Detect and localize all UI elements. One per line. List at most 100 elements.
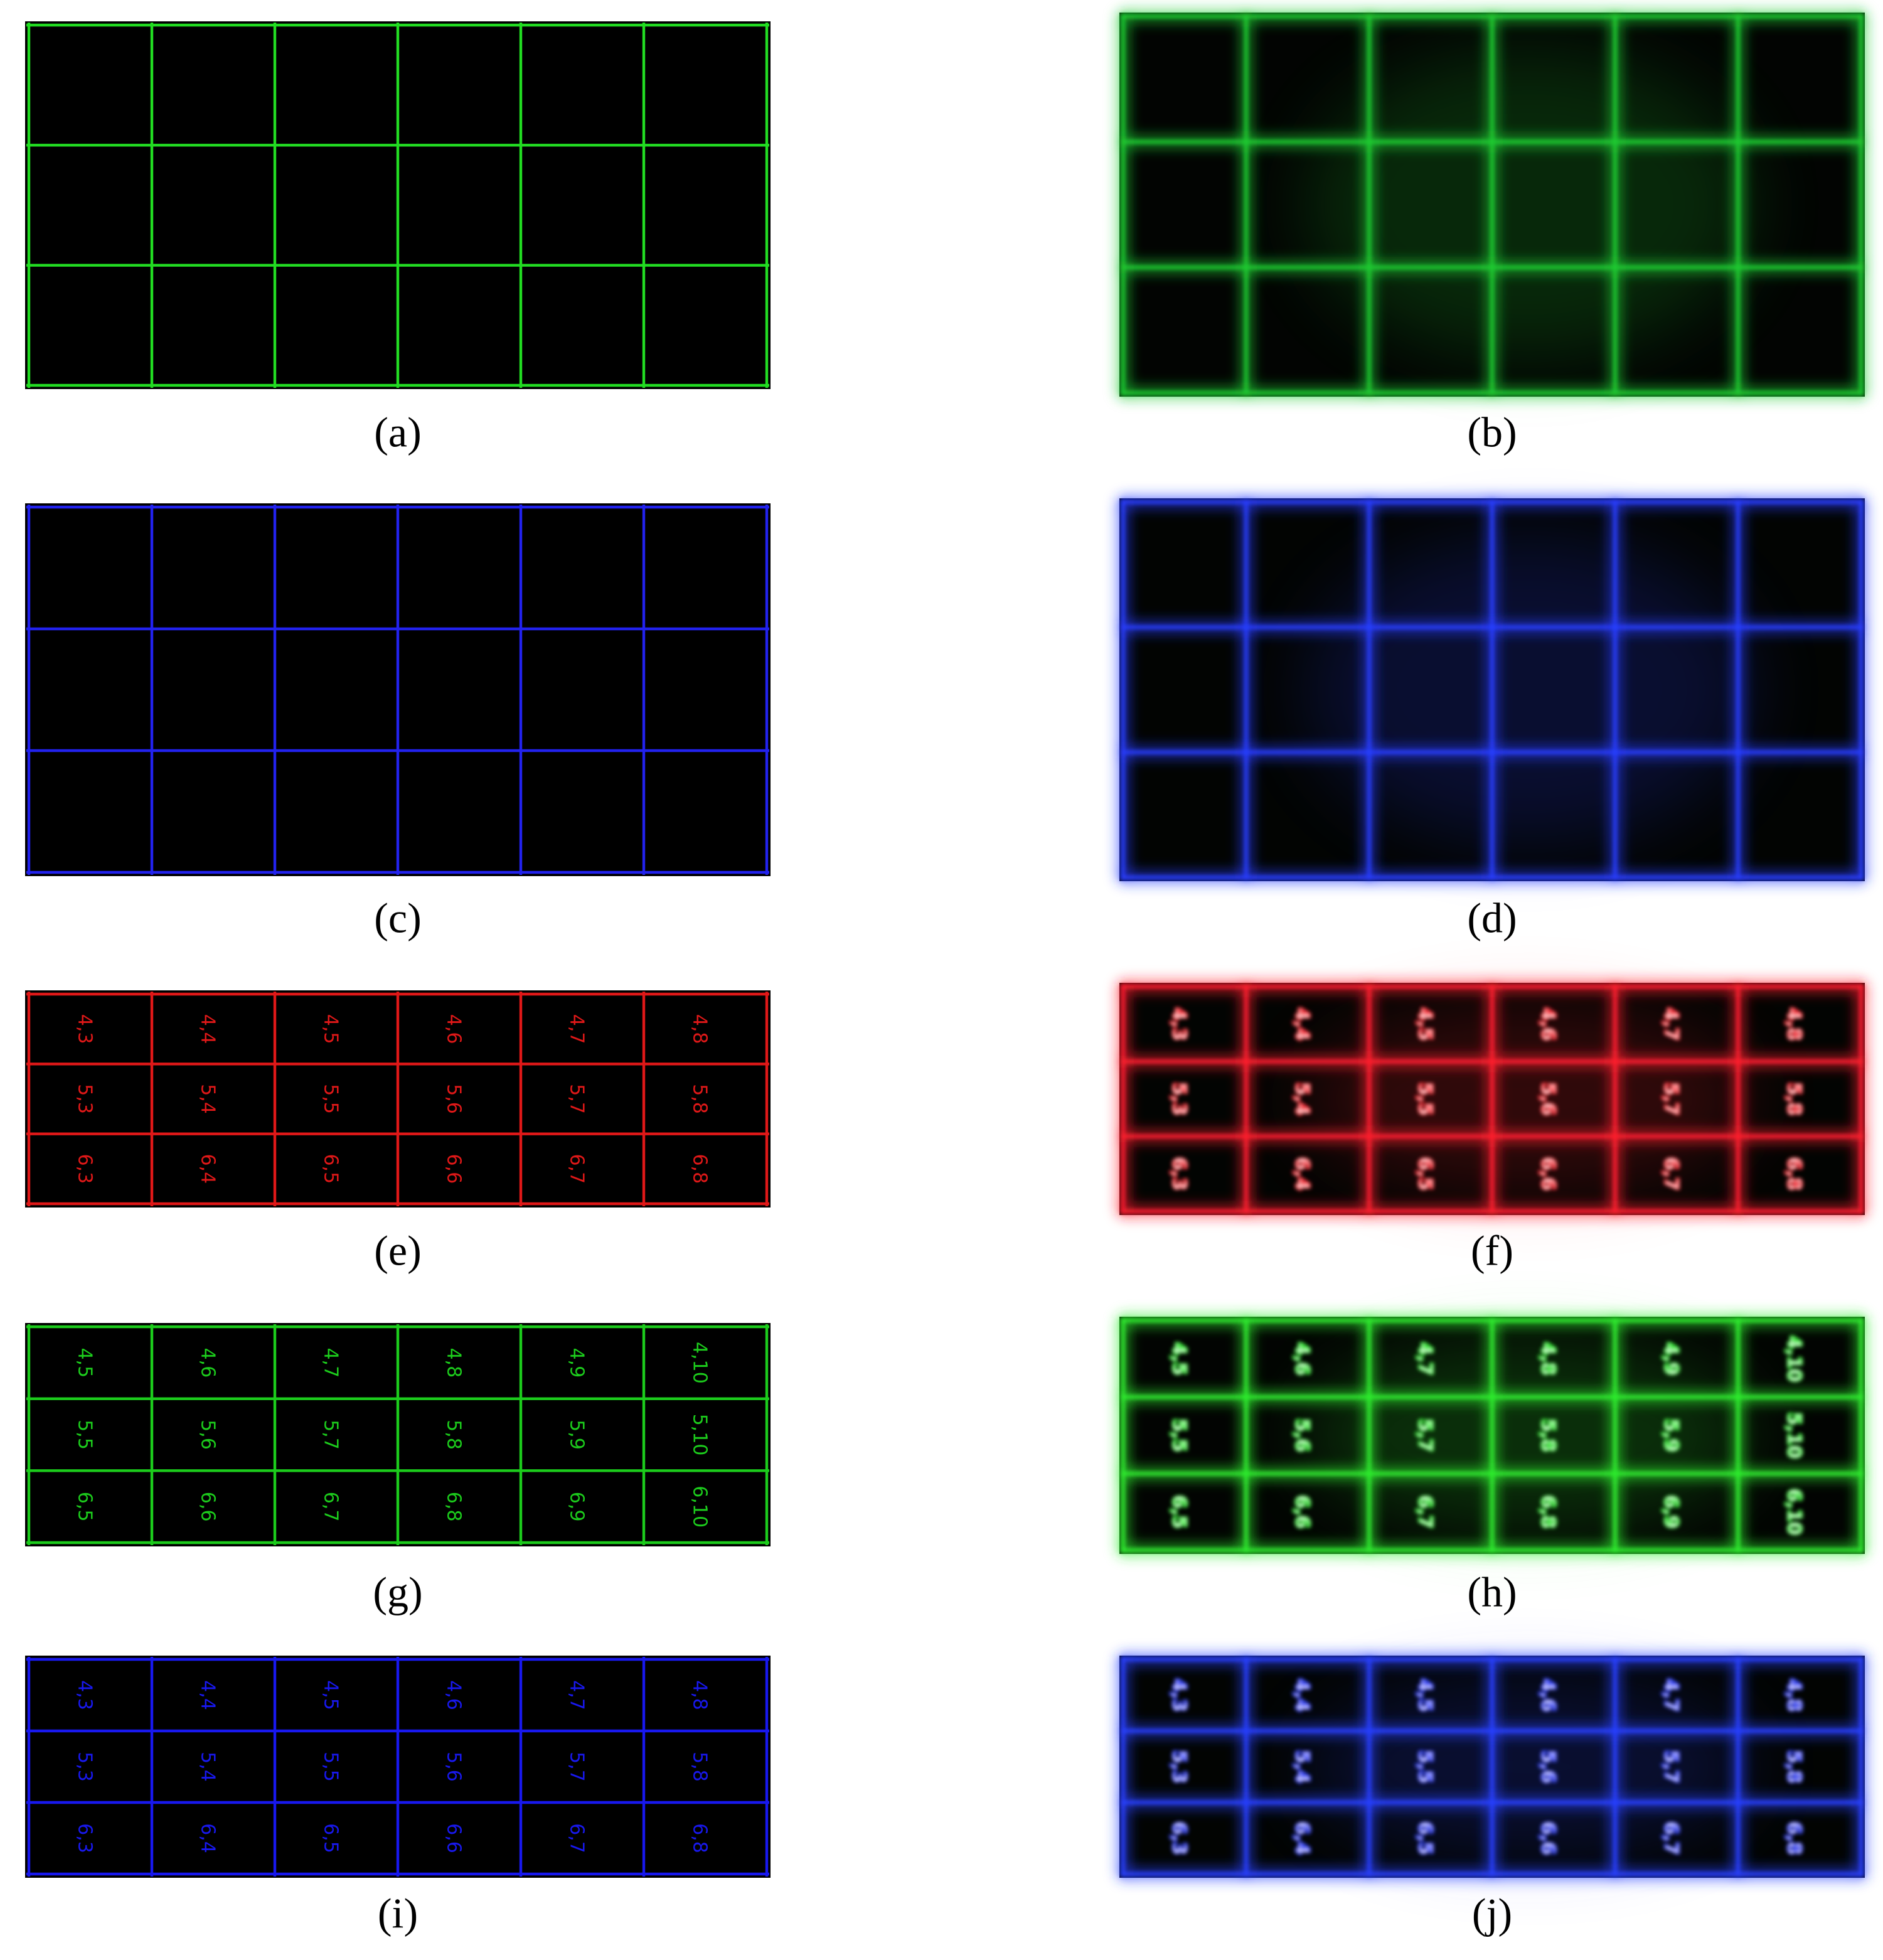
cell-label: 5,8 (1783, 1750, 1805, 1783)
cell-label: 4,3 (74, 1680, 96, 1710)
cell-label: 5,3 (1168, 1082, 1190, 1115)
cell-label: 4,6 (1537, 1678, 1559, 1711)
cell-label: 4,9 (566, 1347, 588, 1378)
cell-label: 4,5 (1414, 1007, 1436, 1041)
cell-label: 6,9 (1660, 1495, 1682, 1528)
panel: 4,5 4,6 4,7 4,8 4,9 4,10 5,5 5,6 5,7 5,8 5,9 5,10 6,… (25, 1323, 771, 1546)
light-glow (1306, 1006, 1753, 1192)
cell-label: 4,5 (1414, 1678, 1436, 1711)
light-glow (1306, 1340, 1753, 1531)
cell-label: 6,4 (197, 1154, 219, 1184)
cell-label: 6,8 (689, 1823, 711, 1853)
grid (26, 23, 769, 388)
cell-label: 5,7 (1660, 1082, 1682, 1115)
cell-label: 6,7 (1660, 1821, 1682, 1855)
cell-label: 6,3 (1168, 1821, 1190, 1855)
cell-label: 4,4 (1291, 1678, 1313, 1711)
cell-label: 5,6 (1537, 1082, 1559, 1115)
cell-label: 5,7 (1414, 1418, 1436, 1452)
cell-label: 6,4 (197, 1823, 219, 1853)
light-glow (1306, 1678, 1753, 1856)
cell-label: 5,6 (443, 1084, 465, 1114)
panel (25, 21, 771, 389)
panel: 4,3 4,4 4,5 4,6 4,7 4,8 5,3 5,4 5,5 5,6 5,7 5,8 6,3 6… (1117, 1653, 1867, 1880)
cell-label: 5,3 (74, 1752, 96, 1782)
cell-labels: 4,3 4,4 4,5 4,6 4,7 4,8 5,3 5,4 5,5 5,6 5,7 5,8 6,3 6… (74, 1014, 711, 1184)
grid (26, 1324, 769, 1545)
panel-caption: (b) (1467, 409, 1517, 456)
cell-label: 6,3 (74, 1823, 96, 1853)
cell-label: 4,6 (1291, 1342, 1313, 1375)
cell-labels: 4,5 4,6 4,7 4,8 4,9 4,10 5,5 5,6 5,7 5,8 5,9 5,10 6,… (74, 1342, 711, 1528)
cell-label: 5,3 (74, 1084, 96, 1114)
grid (26, 505, 769, 875)
panel-caption: (d) (1467, 894, 1517, 942)
cell-label: 6,7 (566, 1154, 588, 1184)
cell-label: 5,9 (566, 1420, 588, 1450)
cell-label: 5,8 (1537, 1418, 1559, 1452)
grid-glow (1117, 10, 1867, 399)
cell-labels: 4,3 4,4 4,5 4,6 4,7 4,8 5,3 5,4 5,5 5,6 5,7 5,8 6,3 6… (1167, 1007, 1806, 1192)
cell-label: 5,5 (1168, 1418, 1190, 1452)
cell-label: 5,4 (197, 1084, 219, 1114)
cell-label: 4,7 (566, 1680, 588, 1710)
panel-caption: (j) (1472, 1890, 1512, 1937)
cell-label: 6,4 (1291, 1821, 1313, 1855)
cell-label: 4,8 (689, 1014, 711, 1044)
cell-label: 6,8 (1537, 1495, 1559, 1528)
cell-label: 5,4 (1291, 1750, 1313, 1783)
cell-label: 5,8 (1783, 1082, 1805, 1115)
panel-caption: (i) (378, 1890, 418, 1937)
cell-label: 6,7 (320, 1492, 342, 1522)
cell-label: 4,3 (1168, 1678, 1190, 1711)
cell-label: 4,5 (320, 1014, 342, 1044)
grid (26, 992, 769, 1206)
cell-label: 6,4 (1291, 1157, 1313, 1191)
cell-label: 5,6 (1291, 1418, 1313, 1452)
cell-label: 5,4 (197, 1752, 219, 1782)
cell-label: 4,10 (689, 1342, 711, 1384)
cell-label: 6,8 (1783, 1157, 1805, 1191)
cell-label: 4,6 (1537, 1007, 1559, 1041)
cell-label: 6,8 (689, 1154, 711, 1184)
cell-label: 4,7 (566, 1014, 588, 1044)
cell-label: 6,7 (1414, 1495, 1436, 1528)
cell-label: 5,6 (443, 1752, 465, 1782)
cell-label: 6,7 (1660, 1157, 1682, 1191)
panel-caption: (h) (1467, 1568, 1517, 1616)
cell-label: 5,6 (197, 1420, 219, 1450)
cell-label: 6,6 (1537, 1821, 1559, 1855)
cell-label: 5,7 (566, 1084, 588, 1114)
cell-label: 6,6 (443, 1154, 465, 1184)
panel (1117, 10, 1867, 399)
cell-label: 6,5 (74, 1492, 96, 1522)
panel-caption: (a) (374, 409, 421, 456)
panel (1117, 496, 1867, 884)
cell-label: 5,7 (566, 1752, 588, 1782)
panel-caption: (e) (374, 1227, 421, 1275)
cell-label: 4,5 (320, 1680, 342, 1710)
grid-glow (1117, 980, 1867, 1218)
cell-label: 4,9 (1660, 1342, 1682, 1375)
light-glow (1306, 51, 1753, 358)
cell-label: 4,4 (197, 1014, 219, 1044)
cell-label: 5,8 (689, 1752, 711, 1782)
cell-labels: 4,3 4,4 4,5 4,6 4,7 4,8 5,3 5,4 5,5 5,6 5,7 5,8 6,3 6… (74, 1680, 711, 1853)
cell-label: 6,3 (74, 1154, 96, 1184)
cell-label: 6,7 (566, 1823, 588, 1853)
cell-label: 6,10 (689, 1486, 711, 1528)
cell-label: 6,5 (320, 1823, 342, 1853)
cell-label: 4,10 (1783, 1336, 1805, 1382)
grid-glow (1117, 1653, 1867, 1880)
panel: 4,5 4,6 4,7 4,8 4,9 4,10 5,5 5,6 5,7 5,8 5,9 5,10 6,… (1117, 1314, 1867, 1556)
grid-glow (1117, 1314, 1867, 1556)
cell-label: 5,5 (320, 1752, 342, 1782)
cell-label: 5,4 (1291, 1082, 1313, 1115)
cell-label: 5,8 (689, 1084, 711, 1114)
grid-glow (1117, 496, 1867, 884)
cell-label: 4,4 (1291, 1007, 1313, 1041)
cell-label: 6,8 (1783, 1821, 1805, 1855)
cell-label: 5,6 (1537, 1750, 1559, 1783)
light-glow (1306, 537, 1753, 843)
